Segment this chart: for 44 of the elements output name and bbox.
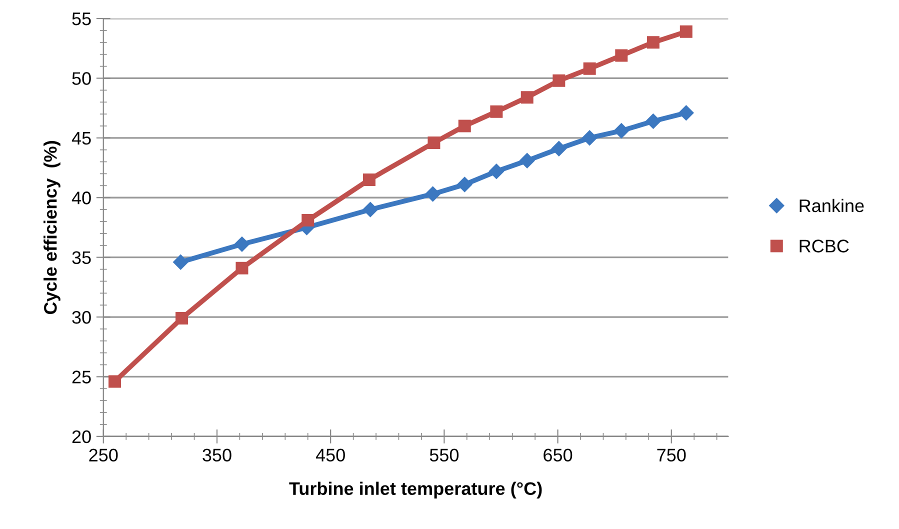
point xyxy=(490,105,503,118)
x-tick-label: 650 xyxy=(544,448,572,462)
x-axis-title: Turbine inlet temperature (°C) xyxy=(289,482,542,499)
point xyxy=(176,312,188,324)
point xyxy=(583,62,596,75)
legend-label: RCBC xyxy=(800,240,849,252)
point xyxy=(488,164,504,179)
x-tick-label: 450 xyxy=(316,448,345,462)
point xyxy=(236,262,248,274)
x-tick-label: 250 xyxy=(89,448,118,462)
point xyxy=(362,173,376,186)
y-tick-label: 30 xyxy=(72,310,91,324)
y-tick-label: 40 xyxy=(72,192,91,204)
point xyxy=(457,176,472,192)
point xyxy=(302,214,314,227)
point xyxy=(458,120,471,132)
y-tick-label: 55 xyxy=(72,12,91,26)
x-tick-label: 550 xyxy=(430,448,459,462)
point xyxy=(425,186,440,202)
point xyxy=(678,105,694,120)
point xyxy=(552,74,566,87)
y-tick-label: 45 xyxy=(72,132,91,145)
point xyxy=(614,123,629,138)
point xyxy=(108,375,121,388)
y-axis-title: Cycle efficiency (%) xyxy=(44,141,60,314)
point xyxy=(615,49,628,62)
y-tick-label: 20 xyxy=(72,430,91,444)
point xyxy=(646,36,660,49)
point xyxy=(551,141,566,156)
y-tick-label: 25 xyxy=(72,370,91,384)
point xyxy=(428,136,440,149)
point xyxy=(680,25,692,38)
x-tick-label: 350 xyxy=(202,448,232,462)
y-tick-label: 50 xyxy=(72,72,91,85)
point xyxy=(520,91,534,104)
point xyxy=(646,114,661,129)
y-tick-label: 35 xyxy=(72,251,91,264)
legend-label: Rankine xyxy=(800,198,864,212)
point xyxy=(582,130,598,146)
point xyxy=(234,236,250,252)
x-tick-label: 750 xyxy=(657,448,686,462)
point xyxy=(173,254,188,270)
point xyxy=(520,153,535,168)
point xyxy=(362,202,378,218)
